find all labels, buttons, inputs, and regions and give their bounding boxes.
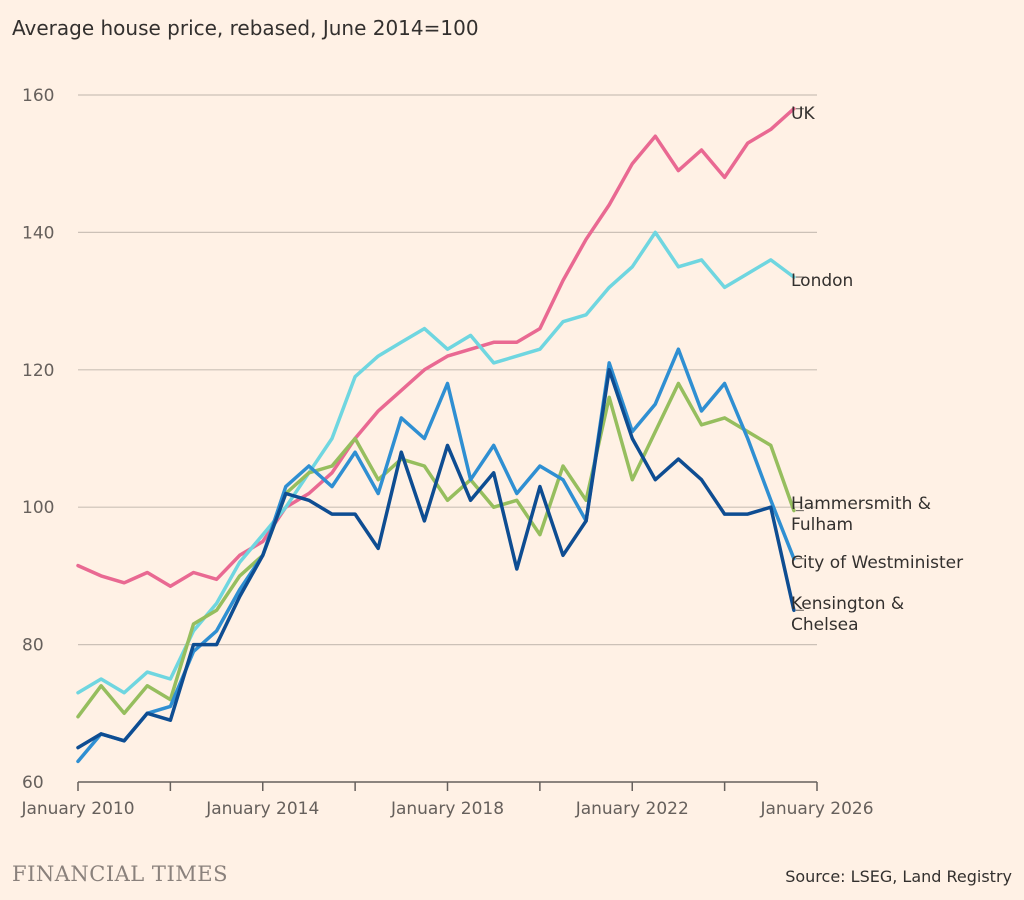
y-tick-label: 80 xyxy=(22,636,44,656)
series-labels: UK London Hammersmith &Fulham City of Westm… xyxy=(791,104,963,635)
y-axis-ticks: 60 80 100 120 140 160 xyxy=(22,86,54,793)
x-tick-label: January 2022 xyxy=(575,799,689,819)
y-tick-label: 140 xyxy=(22,223,54,243)
y-tick-label: 160 xyxy=(22,86,54,106)
series-label: City of Westminister xyxy=(791,553,963,573)
series-label: Kensington & xyxy=(791,594,904,614)
series-line xyxy=(76,368,796,750)
x-tick-label: January 2018 xyxy=(390,799,504,819)
y-tick-label: 60 xyxy=(22,773,44,793)
series-line xyxy=(76,106,796,588)
brand-logo: FINANCIAL TIMES xyxy=(12,862,228,886)
y-tick-label: 100 xyxy=(22,498,54,518)
series-label: UK xyxy=(791,104,815,124)
x-tick-label: January 2014 xyxy=(205,799,319,819)
series-line xyxy=(76,230,796,695)
x-axis: January 2010 January 2014 January 2018 Janu… xyxy=(20,781,874,819)
series-label: Chelsea xyxy=(791,615,859,635)
chart-subtitle: Average house price, rebased, June 2014=… xyxy=(12,16,479,40)
series-line xyxy=(76,347,796,764)
series-lines xyxy=(76,106,796,764)
y-tick-label: 120 xyxy=(22,361,54,381)
source-note: Source: LSEG, Land Registry xyxy=(785,867,1012,886)
series-label: London xyxy=(791,271,853,291)
x-tick-label: January 2026 xyxy=(759,799,873,819)
series-label: Fulham xyxy=(791,515,853,535)
grid-lines xyxy=(78,94,817,646)
series-label: Hammersmith & xyxy=(791,494,931,514)
x-tick-label: January 2010 xyxy=(20,799,134,819)
